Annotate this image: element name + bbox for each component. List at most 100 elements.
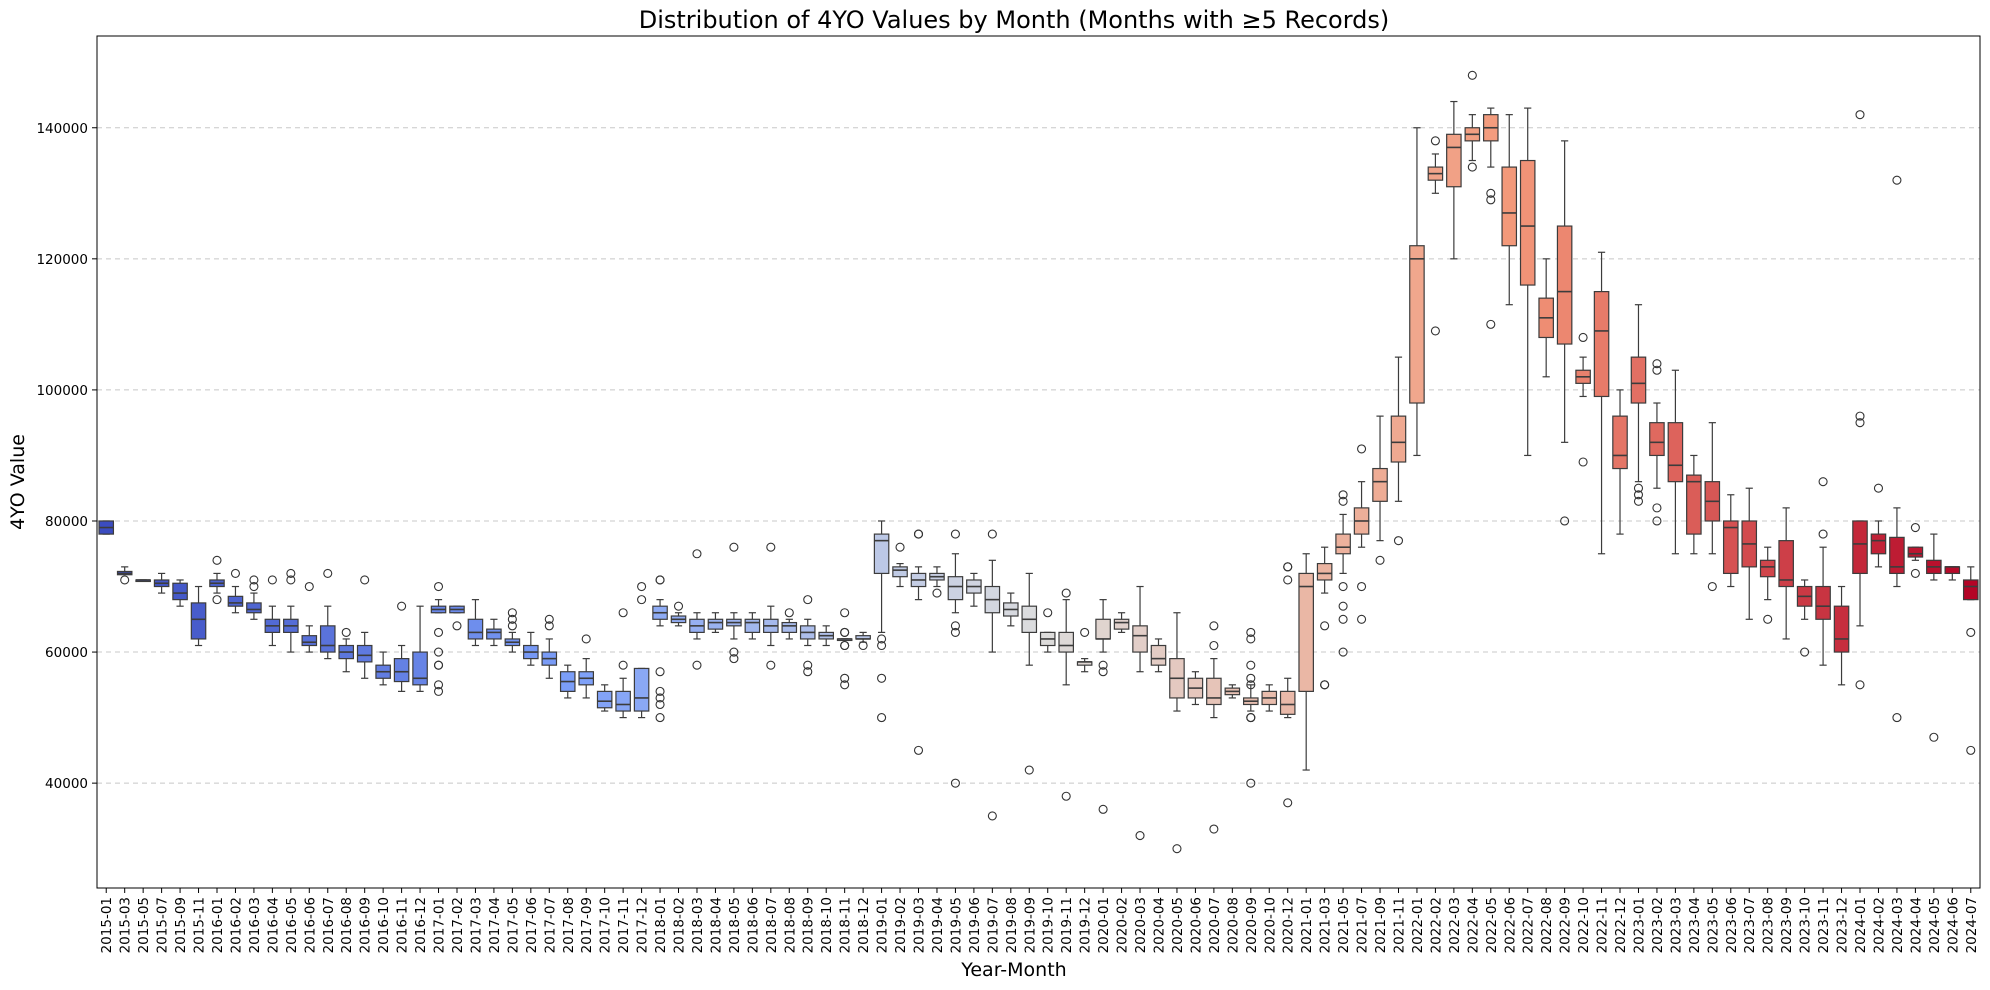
outlier-point	[1855, 411, 1865, 421]
y-tick-label: 120000	[36, 252, 88, 268]
outlier-point	[1910, 522, 1920, 533]
iqr-box	[1907, 546, 1924, 558]
x-tick-label: 2021-11	[1391, 897, 1407, 953]
outlier-point	[729, 542, 739, 552]
y-tick-label: 80000	[45, 514, 88, 530]
x-tick-label: 2019-05	[948, 897, 964, 953]
box-2021-07	[1353, 444, 1370, 624]
x-tick-label: 2023-01	[1631, 897, 1647, 953]
box-2017-08	[559, 664, 576, 699]
box-2019-04	[929, 566, 945, 598]
x-tick-label: 2022-10	[1576, 897, 1592, 953]
outlier-point	[655, 713, 665, 723]
outlier-point	[507, 608, 517, 618]
x-tick-label: 2017-12	[635, 897, 651, 953]
outlier-point	[987, 529, 997, 539]
x-tick-label: 2016-12	[413, 897, 429, 953]
outlier-point	[1763, 614, 1773, 624]
box-2023-12	[1833, 585, 1850, 686]
box-2018-02	[670, 601, 687, 627]
x-tick-label: 2024-02	[1871, 897, 1887, 953]
box-2024-01	[1852, 110, 1868, 690]
x-tick-label: 2023-09	[1779, 897, 1795, 953]
box-2016-03	[246, 575, 262, 620]
outlier-point	[655, 686, 665, 696]
outlier-point	[950, 627, 960, 637]
outlier-point	[1061, 588, 1071, 598]
outlier-point	[1338, 614, 1348, 624]
outlier-point	[1209, 640, 1219, 651]
iqr-box	[1944, 566, 1961, 575]
box-2024-07	[1962, 566, 1979, 755]
x-tick-label: 2018-12	[856, 897, 872, 953]
outlier-point	[1818, 529, 1828, 539]
outlier-point	[618, 608, 628, 618]
x-tick-label: 2020-02	[1115, 897, 1131, 953]
outlier-point	[249, 575, 259, 585]
x-tick-label: 2015-01	[99, 897, 115, 953]
iqr-box	[1667, 422, 1684, 483]
iqr-box	[1852, 520, 1868, 575]
box-2019-03	[910, 529, 927, 755]
outlier-point	[950, 529, 960, 539]
outlier-point	[1486, 319, 1496, 329]
outlier-point	[507, 614, 517, 624]
outlier-point	[729, 647, 739, 657]
box-2023-10	[1796, 579, 1813, 657]
x-tick-label: 2022-04	[1465, 897, 1481, 953]
iqr-box	[1519, 159, 1536, 286]
outlier-point	[1375, 555, 1385, 565]
outlier-point	[637, 595, 647, 605]
outlier-point	[655, 693, 665, 703]
box-2018-10	[818, 625, 835, 647]
outlier-point	[230, 568, 241, 578]
box-2018-09	[799, 595, 816, 677]
x-tick-label: 2020-12	[1281, 897, 1297, 953]
outlier-point	[1892, 175, 1902, 185]
outlier-point	[1209, 824, 1219, 834]
outlier-point	[1024, 765, 1034, 775]
outlier-point	[1855, 680, 1865, 690]
box-2020-10	[1261, 684, 1278, 712]
iqr-box	[1132, 625, 1148, 653]
iqr-box	[1058, 631, 1074, 653]
box-2022-06	[1501, 114, 1518, 306]
outlier-point	[803, 660, 813, 670]
outlier-point	[950, 778, 960, 788]
outlier-point	[1338, 601, 1348, 611]
y-tick-label: 60000	[45, 645, 88, 661]
outlier-point	[1338, 581, 1348, 592]
box-2021-05	[1335, 490, 1351, 657]
x-tick-label: 2022-01	[1410, 897, 1426, 953]
y-tick-label: 140000	[36, 121, 88, 137]
iqr-box	[781, 621, 798, 633]
iqr-box	[1593, 291, 1610, 398]
outlier-point	[1246, 634, 1256, 644]
box-2022-09	[1556, 140, 1573, 526]
x-tick-label: 2021-05	[1336, 897, 1352, 953]
outlier-point	[397, 601, 407, 611]
box-2023-08	[1759, 546, 1776, 624]
outlier-point	[1578, 332, 1588, 343]
iqr-box	[1686, 474, 1702, 535]
box-2022-04	[1464, 70, 1481, 172]
x-tick-label: 2016-08	[339, 897, 355, 953]
x-tick-label: 2018-01	[653, 897, 669, 953]
box-2022-07	[1519, 107, 1536, 457]
outlier-point	[655, 575, 665, 585]
outlier-point	[286, 575, 296, 585]
box-2019-10	[1039, 608, 1056, 653]
outlier-point	[1966, 745, 1976, 755]
iqr-box	[1095, 618, 1111, 640]
outlier-point	[1430, 136, 1440, 146]
x-tick-label: 2019-03	[912, 897, 928, 953]
box-2016-08	[338, 627, 355, 673]
x-tick-label: 2017-07	[542, 897, 558, 953]
box-2015-05	[135, 579, 151, 583]
x-tick-label: 2022-12	[1613, 897, 1629, 953]
outlier-point	[323, 568, 333, 578]
y-ticks: 40000 60000 80000 100000 120000 140000	[36, 121, 97, 792]
box-2020-01	[1095, 599, 1111, 814]
iqr-box	[393, 658, 410, 683]
